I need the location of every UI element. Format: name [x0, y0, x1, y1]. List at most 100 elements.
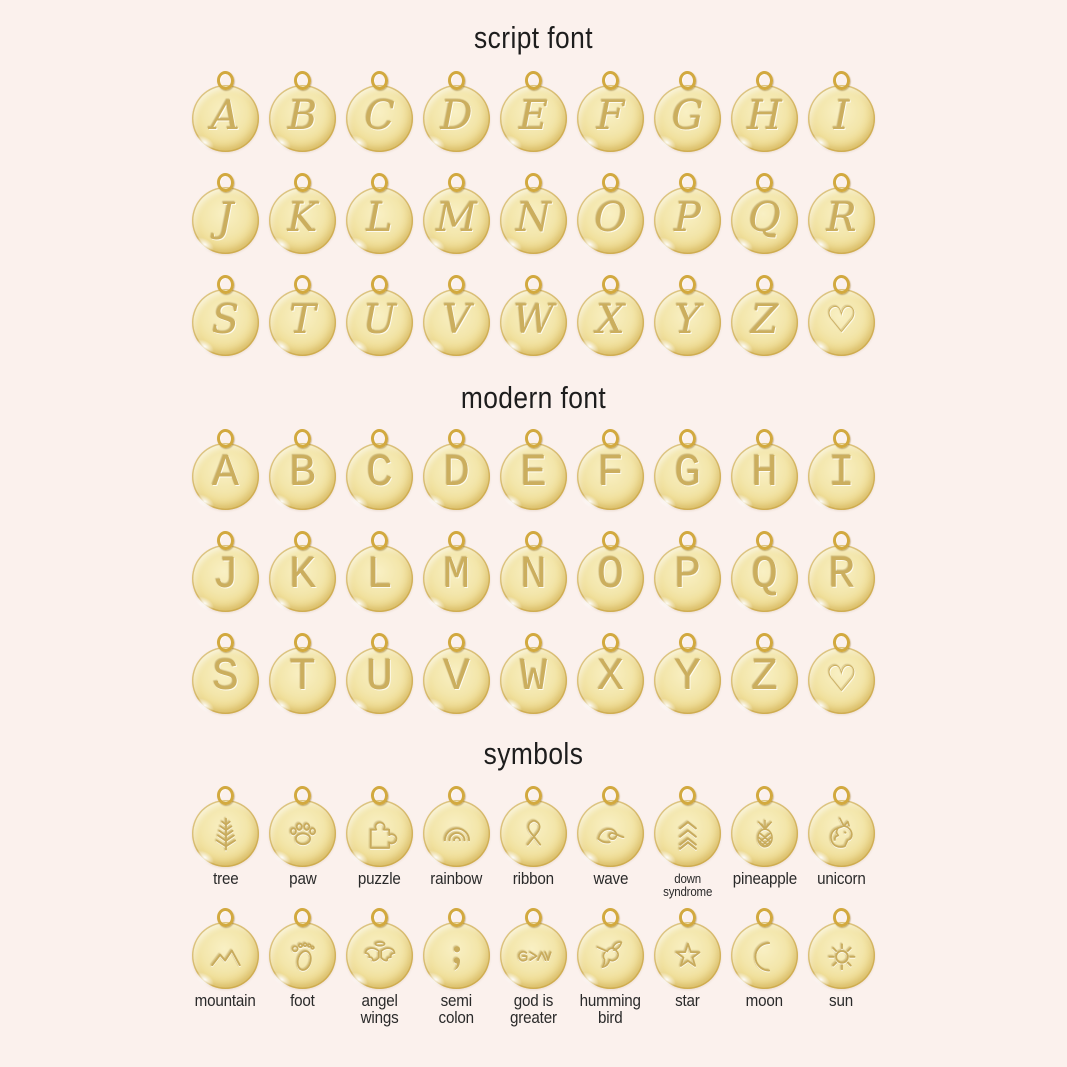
charm-modern-V: V — [423, 632, 490, 715]
charm-disc: F — [577, 443, 644, 511]
script-font-rows: A B C D E F G H I J K L M N O P Q R S T U V W X Y Z ♡ — [0, 70, 1067, 356]
charm-disc: D — [423, 84, 490, 152]
charm-modern-Z: Z — [731, 632, 798, 715]
charm-rainbow: rainbow — [423, 785, 490, 889]
charm-disc: Y — [654, 288, 721, 356]
engraved-letter: L — [365, 550, 393, 602]
charm-disc — [192, 799, 259, 867]
engraved-letter: A — [211, 93, 240, 140]
tree-icon — [206, 813, 246, 853]
charm-script-Z: Z — [731, 274, 798, 356]
engraved-letter: J — [211, 550, 239, 602]
charm-script-R: R — [808, 172, 875, 254]
charm-disc: R — [808, 545, 875, 613]
engraved-letter: R — [826, 195, 857, 242]
charm-label: god is greater — [510, 992, 557, 1028]
modern-font-rows: A B C D E F G H I J K L M N O P Q R S T U V W X Y Z ♡ — [0, 428, 1067, 715]
charm-script-J: J — [192, 172, 259, 254]
engraved-letter: L — [366, 195, 393, 242]
charm-disc: H — [731, 84, 798, 152]
charm-script-Q: Q — [731, 172, 798, 254]
charm-label: foot — [290, 992, 315, 1011]
engraved-letter: E — [519, 448, 547, 500]
charm-row: tree paw puzzle rainbow ribbon wave down syndr… — [0, 785, 1067, 899]
engraved-letter: F — [596, 448, 624, 500]
charm-disc: B — [269, 443, 336, 511]
charm-modern-R: R — [808, 530, 875, 613]
charm-modern-K: K — [269, 530, 336, 613]
charm-script-A: A — [192, 70, 259, 152]
charm-modern-U: U — [346, 632, 413, 715]
engraved-letter: I — [833, 93, 850, 140]
charm-disc — [346, 922, 413, 990]
charm-label: unicorn — [817, 869, 866, 888]
charm-puzzle: puzzle — [346, 785, 413, 889]
charm-modern-F: F — [577, 428, 644, 511]
engraved-letter: V — [442, 297, 471, 344]
charm-star: star — [654, 907, 721, 1011]
charm-disc — [731, 922, 798, 990]
engraved-letter: P — [674, 195, 701, 242]
charm-disc: J — [192, 545, 259, 613]
engraved-letter: R — [827, 550, 855, 602]
engraved-letter: T — [288, 652, 316, 704]
ribbon-icon — [514, 813, 554, 853]
charm-semi-colon: semi colon — [423, 907, 490, 1028]
engraved-letter: I — [827, 448, 855, 500]
charm-script-U: U — [346, 274, 413, 356]
charm-modern-X: X — [577, 632, 644, 715]
engraved-letter: ♡ — [825, 300, 858, 342]
charm-god-is-greater: god is greater — [500, 907, 567, 1028]
charm-modern-B: B — [269, 428, 336, 511]
engraved-letter: C — [364, 93, 395, 140]
engraved-letter: M — [442, 550, 470, 602]
section-title-symbols: symbols — [483, 736, 584, 772]
charm-disc: S — [192, 647, 259, 715]
engraved-letter: V — [442, 652, 470, 704]
charm-script-F: F — [577, 70, 644, 152]
charm-label: rainbow — [430, 869, 483, 888]
charm-modern-P: P — [654, 530, 721, 613]
charm-disc — [654, 799, 721, 867]
charm-disc: U — [346, 288, 413, 356]
charm-disc: T — [269, 647, 336, 715]
moon-icon — [745, 936, 785, 976]
charm-label: wave — [593, 869, 628, 888]
charm-label: pineapple — [732, 869, 797, 888]
charm-script-W: W — [500, 274, 567, 356]
charm-humming-bird: humming bird — [577, 907, 644, 1027]
charm-modern-A: A — [192, 428, 259, 511]
charm-disc: C — [346, 84, 413, 152]
engraved-letter: U — [362, 297, 397, 344]
charm-disc: F — [577, 84, 644, 152]
engraved-letter: X — [596, 652, 624, 704]
charm-disc — [500, 799, 567, 867]
charm-disc: A — [192, 84, 259, 152]
engraved-letter: O — [594, 195, 627, 242]
charm-disc: I — [808, 443, 875, 511]
charm-label: tree — [212, 869, 239, 888]
engraved-letter: U — [365, 652, 393, 704]
engraved-letter: S — [211, 652, 239, 704]
section-title-script-font: script font — [474, 20, 593, 55]
charm-label: sun — [829, 992, 854, 1011]
engraved-letter: T — [289, 297, 316, 344]
charm-label: semi colon — [438, 992, 475, 1028]
engraved-letter: N — [519, 550, 547, 602]
angel-wings-icon — [360, 936, 400, 976]
charm-disc: Y — [654, 647, 721, 715]
engraved-letter: X — [596, 297, 625, 344]
charm-disc — [808, 799, 875, 867]
charm-script-X: X — [577, 274, 644, 356]
charm-label: ribbon — [512, 869, 555, 888]
section-script-font: script font A B C D E F G H I J K L M N O P Q R S T U V W X Y Z ♡ — [0, 20, 1067, 356]
charm-disc: J — [192, 186, 259, 254]
charm-disc — [423, 799, 490, 867]
charm-down-syndrome: down syndrome — [654, 785, 721, 899]
charm-disc: M — [423, 186, 490, 254]
charm-disc: G — [654, 84, 721, 152]
charm-disc: N — [500, 186, 567, 254]
engraved-letter: Y — [673, 652, 701, 704]
